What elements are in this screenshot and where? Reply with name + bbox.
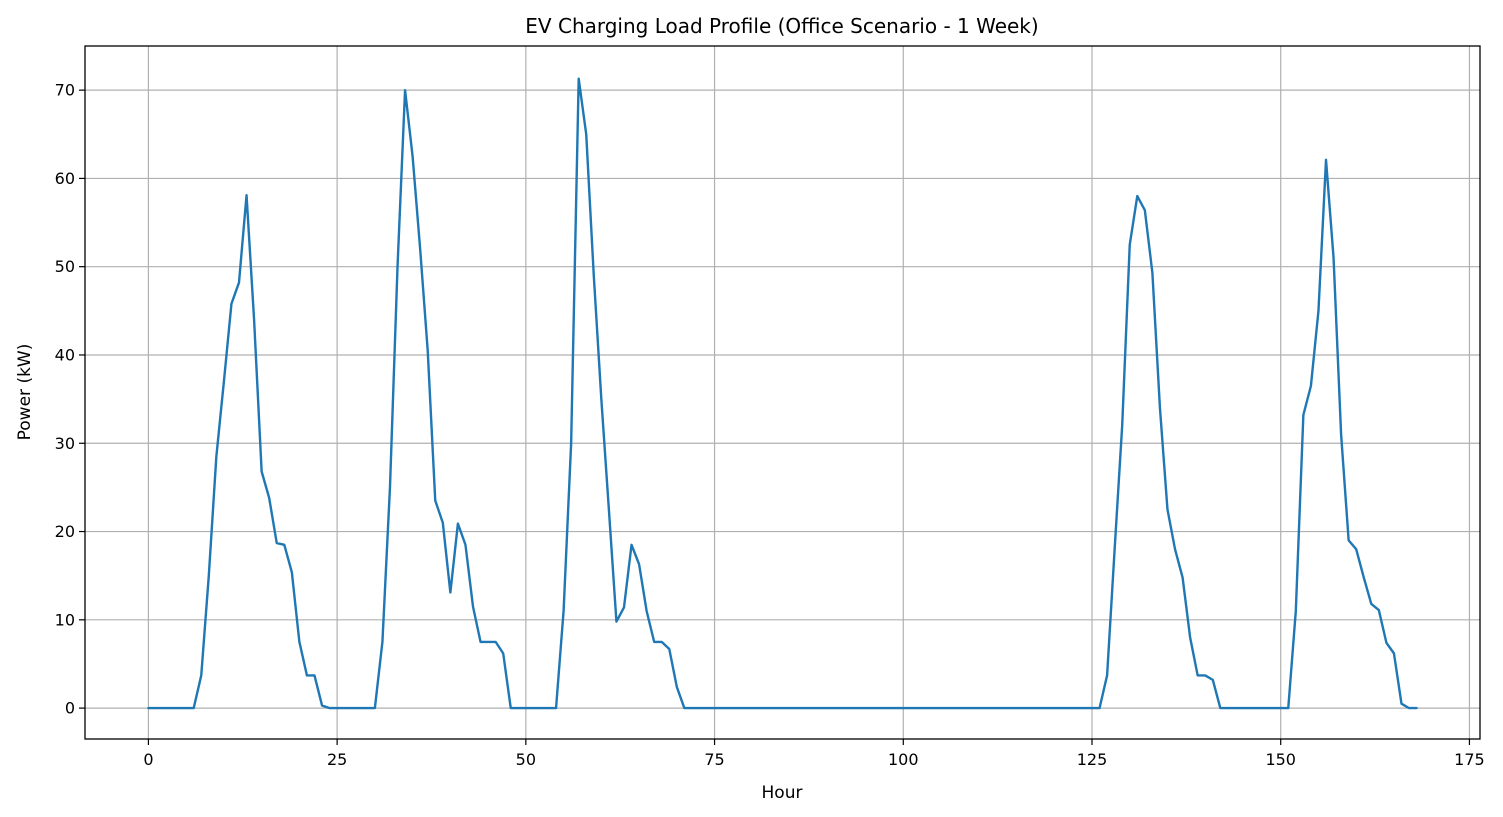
y-tick-label: 60 [55, 169, 75, 188]
chart-title: EV Charging Load Profile (Office Scenari… [525, 14, 1038, 38]
y-tick-label: 0 [65, 699, 75, 718]
y-tick-label: 50 [55, 257, 75, 276]
x-tick-label: 0 [143, 750, 153, 769]
x-tick-label: 25 [327, 750, 347, 769]
grid-lines [85, 46, 1480, 739]
x-tick-label: 125 [1077, 750, 1108, 769]
y-tick-label: 10 [55, 610, 75, 629]
x-axis-ticks: 0 25 50 75 100 125 150 175 [143, 739, 1485, 769]
x-axis-label: Hour [762, 783, 803, 803]
x-tick-label: 100 [888, 750, 919, 769]
y-tick-label: 40 [55, 345, 75, 364]
x-tick-label: 50 [516, 750, 536, 769]
series-line [147, 77, 1418, 710]
y-tick-label: 30 [55, 434, 75, 453]
y-tick-label: 70 [55, 81, 75, 100]
y-axis-ticks: 0 10 20 30 40 50 60 70 [55, 81, 85, 718]
series-group [147, 77, 1418, 710]
x-tick-label: 150 [1265, 750, 1296, 769]
y-axis-label: Power (kW) [15, 344, 35, 441]
x-tick-label: 175 [1454, 750, 1485, 769]
plot-frame [84, 45, 1481, 740]
y-tick-label: 20 [55, 522, 75, 541]
x-tick-label: 75 [704, 750, 724, 769]
